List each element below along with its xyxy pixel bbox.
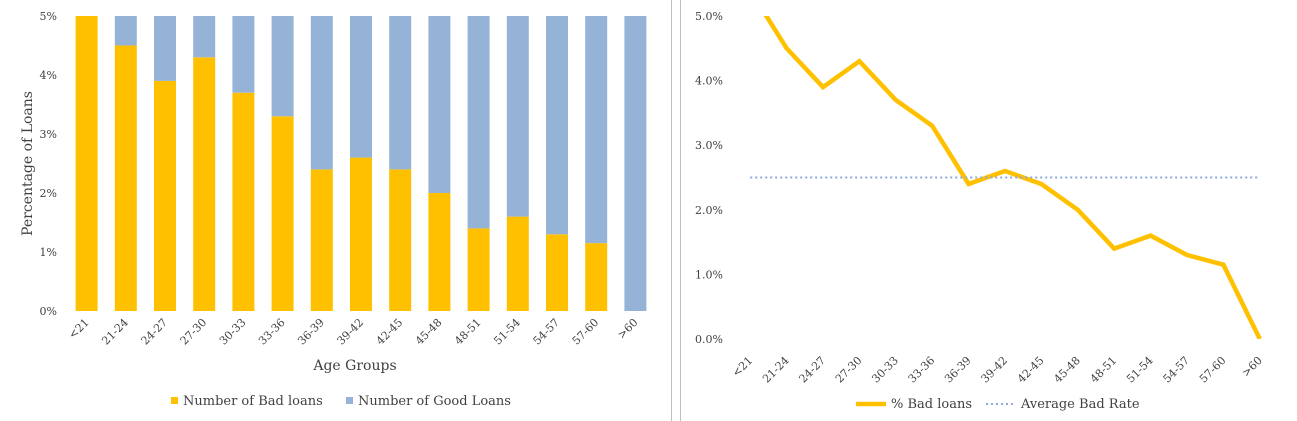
bar-number-of-good-loans-4: [232, 16, 255, 93]
line-chart: 0.0% 1.0% 2.0% 3.0% 4.0% 5.0% <21 21-24 24-27 27-…: [695, 10, 1265, 412]
left-chart-panel: <21 21-24 24-27 27-30 30-33 33-36 36-39 39-42 42…: [20, 0, 672, 421]
bar-number-of-good-loans-2: [154, 16, 176, 81]
bar-number-of-bad-loans-3: [193, 57, 216, 311]
bar-number-of-good-loans-1: [114, 16, 137, 46]
x-tick-label: 48-51: [1088, 354, 1120, 386]
x-tick-label: 24-27: [139, 316, 171, 348]
y-tick-label: 4%: [40, 69, 57, 82]
y-tick-label: 3%: [40, 128, 57, 141]
bar-number-of-bad-loans-13: [585, 243, 608, 311]
x-tick-label: 36-39: [942, 354, 974, 386]
legend-label-average-bad-rate: Average Bad Rate: [1020, 397, 1140, 412]
x-tick-label: 30-33: [217, 316, 249, 348]
bar-number-of-bad-loans-8: [389, 169, 412, 311]
x-tick-label: 45-48: [1051, 354, 1083, 386]
bar-number-of-bad-loans-6: [310, 169, 333, 311]
bar-number-of-bad-loans-11: [506, 216, 529, 311]
series-line-bad-loans: [763, 16, 1262, 339]
x-tick-label: 36-39: [295, 316, 327, 348]
legend-label-bad-loans: % Bad loans: [891, 397, 972, 412]
x-tick-label: 42-45: [1015, 354, 1047, 386]
y-tick-label: 5%: [40, 10, 57, 23]
x-tick-label: 33-36: [256, 316, 288, 348]
y-tick-label: 0.0%: [695, 333, 723, 346]
legend-label-number-of-good-loans: Number of Good Loans: [358, 394, 511, 409]
y-axis-title: Percentage of Loans: [20, 91, 36, 236]
bar-number-of-bad-loans-7: [350, 157, 372, 311]
bar-number-of-good-loans-6: [310, 16, 333, 170]
bar-number-of-good-loans-7: [350, 16, 372, 158]
x-tick-label: 54-57: [1161, 354, 1193, 386]
x-tick-label: 27-30: [833, 354, 865, 386]
legend-swatch-number-of-good-loans: [346, 397, 353, 404]
bar-number-of-bad-loans-1: [114, 45, 137, 311]
bar-number-of-bad-loans-10: [467, 228, 490, 311]
y-tick-label: 2%: [40, 187, 57, 200]
bar-number-of-bad-loans-12: [546, 234, 568, 311]
x-tick-label: 21-24: [760, 354, 792, 386]
x-tick-label: >60: [615, 316, 641, 342]
x-tick-label: 33-36: [906, 354, 938, 386]
bar-number-of-good-loans-13: [585, 16, 608, 244]
y-tick-label: 2.0%: [695, 204, 723, 217]
x-tick-label: <21: [66, 316, 92, 342]
bar-number-of-good-loans-10: [467, 16, 490, 229]
x-tick-label: 51-54: [491, 316, 523, 348]
bar-number-of-good-loans-14: [624, 16, 647, 311]
right-chart-panel: 0.0% 1.0% 2.0% 3.0% 4.0% 5.0% <21 21-24 24-27 27-…: [680, 0, 1297, 421]
bar-number-of-good-loans-3: [193, 16, 216, 58]
x-tick-label: 30-33: [869, 354, 901, 386]
y-tick-label: 1.0%: [695, 268, 723, 281]
bar-number-of-bad-loans-5: [271, 116, 294, 311]
y-tick-label: 3.0%: [695, 139, 723, 152]
x-axis-title: Age Groups: [312, 358, 396, 374]
x-tick-label: 39-42: [979, 354, 1011, 386]
bar-number-of-bad-loans-0: [75, 16, 98, 311]
x-tick-label: 27-30: [178, 316, 210, 348]
bar-number-of-bad-loans-2: [154, 80, 176, 312]
legend-label-number-of-bad-loans: Number of Bad loans: [183, 394, 323, 409]
stacked-bar-chart: <21 21-24 24-27 27-30 30-33 33-36 36-39 39-42 42…: [20, 10, 647, 409]
x-tick-label: 54-57: [531, 316, 563, 348]
x-tick-label: 57-60: [1197, 354, 1229, 386]
bar-number-of-good-loans-5: [271, 16, 294, 117]
x-tick-label: 39-42: [335, 316, 367, 348]
x-tick-label: 42-45: [374, 316, 406, 348]
x-tick-label: 51-54: [1124, 354, 1156, 386]
y-tick-label: 4.0%: [695, 75, 723, 88]
x-tick-label: 45-48: [413, 316, 445, 348]
x-tick-label: 21-24: [99, 316, 131, 348]
x-tick-label: 48-51: [452, 316, 484, 348]
bar-number-of-good-loans-8: [389, 16, 412, 170]
x-tick-label: 57-60: [570, 316, 602, 348]
bar-number-of-good-loans-11: [506, 16, 529, 217]
legend-swatch-number-of-bad-loans: [171, 397, 178, 404]
bar-number-of-bad-loans-9: [428, 193, 451, 311]
y-tick-label: 5.0%: [695, 10, 723, 23]
bar-number-of-good-loans-12: [546, 16, 568, 235]
x-tick-label: <21: [730, 354, 756, 380]
bar-number-of-bad-loans-4: [232, 92, 255, 311]
y-tick-label: 1%: [40, 246, 57, 259]
y-tick-label: 0%: [40, 305, 57, 318]
x-tick-label: >60: [1239, 354, 1265, 380]
x-tick-label: 24-27: [797, 354, 829, 386]
bar-number-of-good-loans-9: [428, 16, 451, 193]
